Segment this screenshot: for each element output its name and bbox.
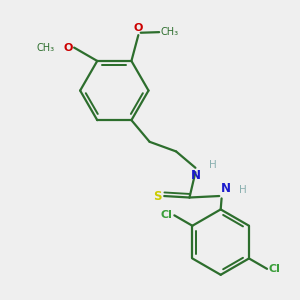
Text: O: O xyxy=(134,23,143,33)
Text: H: H xyxy=(238,185,246,195)
Text: N: N xyxy=(221,182,231,194)
Text: CH₃: CH₃ xyxy=(37,43,55,52)
Text: S: S xyxy=(153,190,161,202)
Text: N: N xyxy=(190,169,200,182)
Text: Cl: Cl xyxy=(268,264,280,274)
Text: Cl: Cl xyxy=(161,210,173,220)
Text: H: H xyxy=(209,160,217,170)
Text: O: O xyxy=(63,43,73,52)
Text: CH₃: CH₃ xyxy=(160,26,179,37)
